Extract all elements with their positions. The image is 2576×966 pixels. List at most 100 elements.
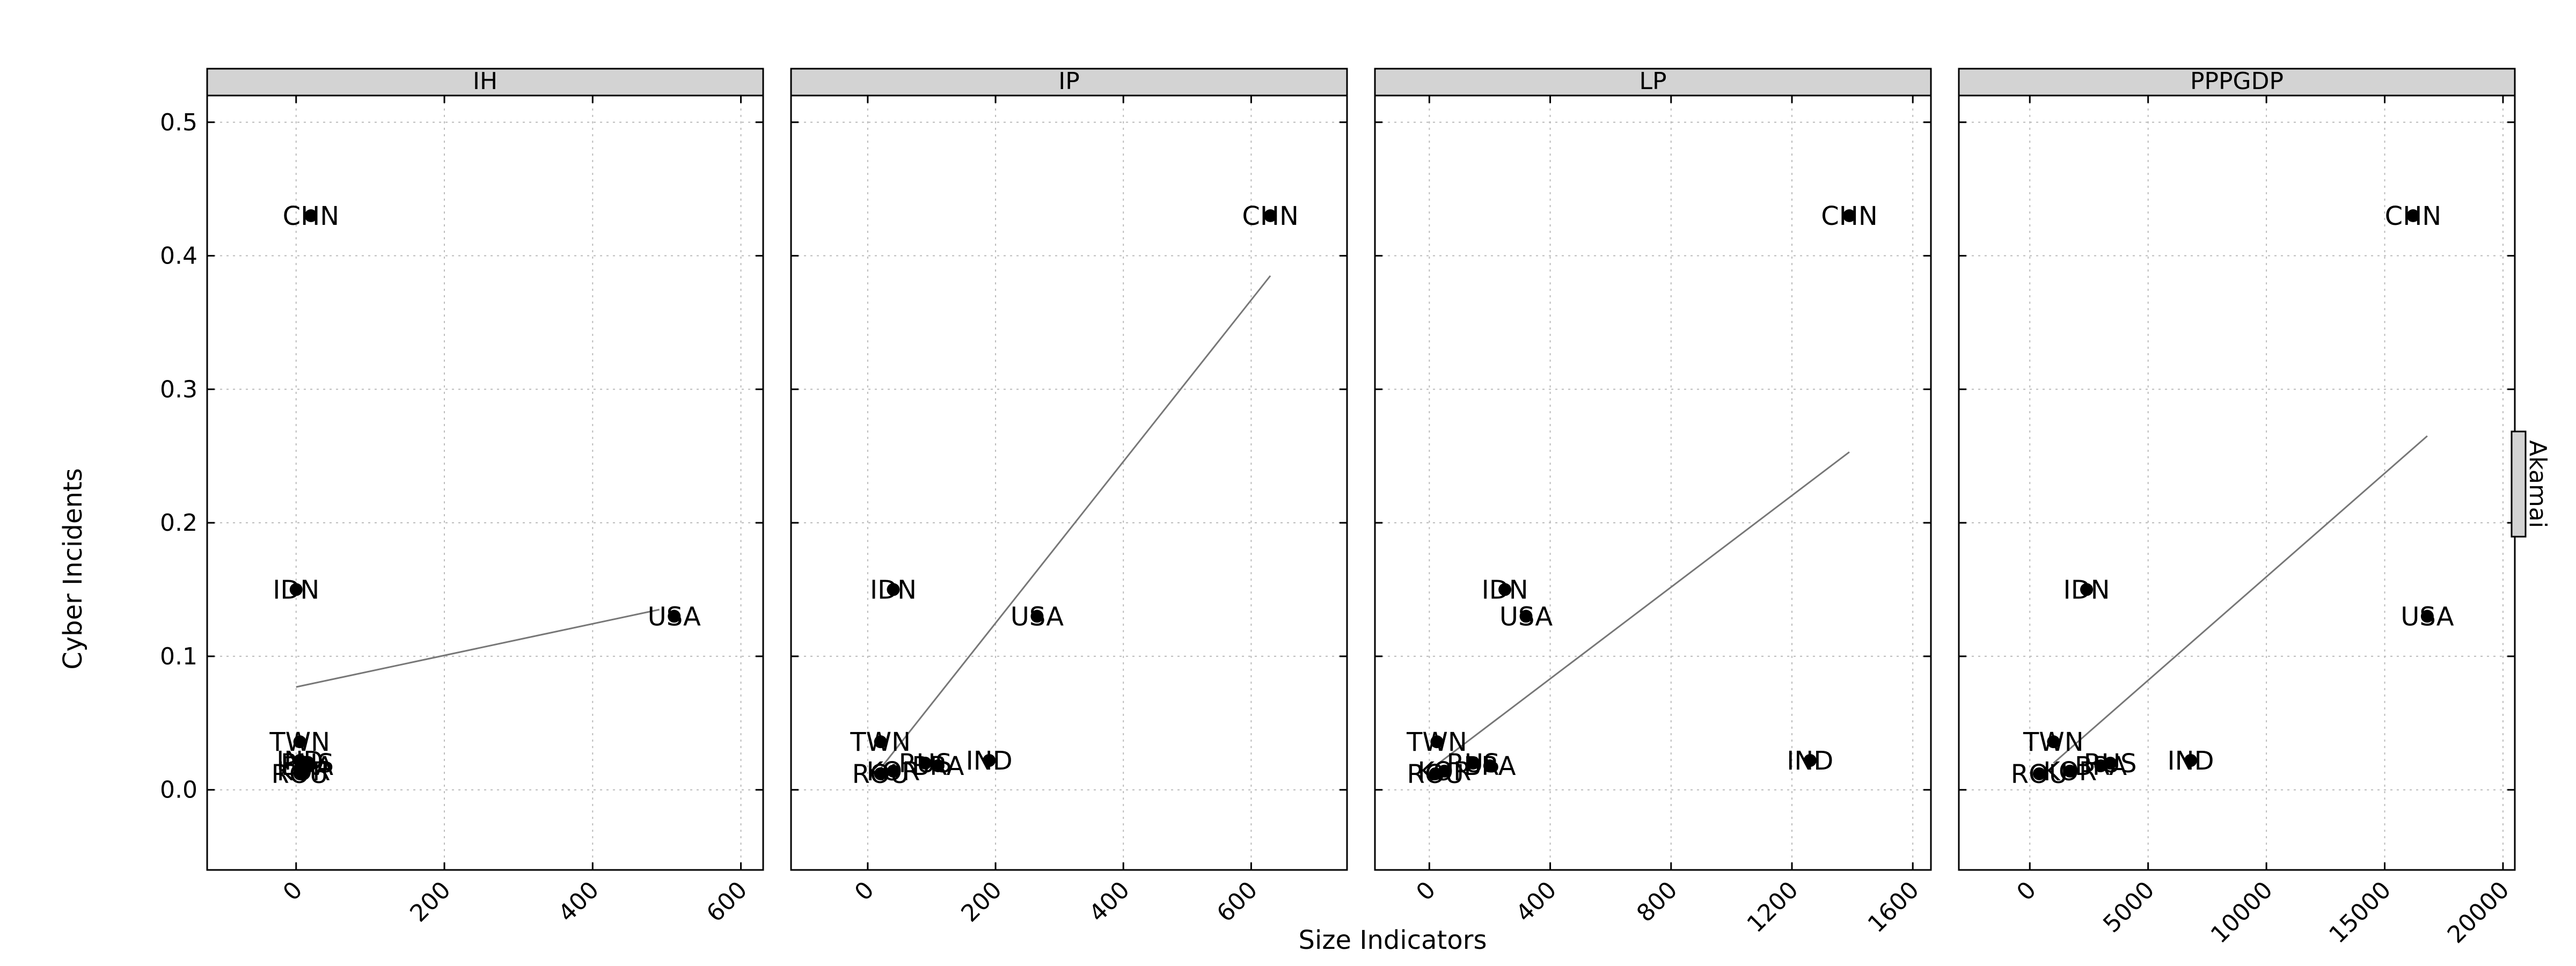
panel-frame [1374,94,1932,871]
data-point-idn [2080,583,2094,596]
data-point-chn [304,209,318,222]
y-tick-label: 0.3 [160,376,197,403]
data-point-bra [931,759,945,772]
x-tick-label: 600 [1212,876,1263,927]
fit-line [1435,451,1850,767]
x-tick-label: 5000 [2098,876,2160,938]
data-point-usa [1030,610,1044,623]
data-point-rou [2032,767,2046,780]
fit-line [2053,435,2428,764]
point-label-chn: CHN [2385,201,2442,231]
panels-group: IH0.00.10.20.30.40.50 200 400 600CHNIDNUSAT… [160,68,2516,949]
data-point-usa [1519,610,1533,623]
x-tick-label: 600 [701,876,752,927]
data-point-kor [887,764,900,778]
data-point-bra [2094,759,2107,772]
point-label-usa: USA [1499,602,1553,632]
point-label-idn: IDN [2063,575,2110,605]
data-point-rou [874,767,887,780]
panel-pppgdp: PPPGDP 0 5000 10000 15000 20000 CHN IDN USA TWN IN… [1958,68,2516,949]
panel-strip [1374,68,1932,97]
point-label-twn: TWN [269,727,330,757]
data-point-twn [2047,735,2060,749]
x-tick-label: 800 [1631,876,1682,927]
data-point-rus [1466,756,1480,770]
x-tick-label: 20000 [2442,876,2515,949]
data-point-bra [1483,759,1496,772]
point-label-bra: BRA [2075,751,2127,781]
point-label-usa: USA [2401,602,2454,632]
point-label-twn: TWN [2023,727,2084,757]
point-label-idn: IDN [870,575,917,605]
x-tick-label: 0 [850,876,880,906]
panel-title: IH [473,68,497,95]
point-label-rou: ROU [2011,759,2068,789]
x-tick-label: 400 [1084,876,1135,927]
point-label-ind: IND [966,746,1013,776]
data-point-idn [1498,583,1512,596]
y-tick-label: 0.1 [160,643,197,670]
panel-strip [790,68,1348,97]
panel-title: LP [1639,68,1666,95]
point-label-bra: BRA [912,751,964,781]
panel-strip [206,68,764,97]
fit-line [296,609,660,688]
data-point-usa [2420,610,2434,623]
data-point-rou [1429,767,1442,780]
point-label-usa: USA [648,602,701,632]
x-tick-label: 1600 [1863,876,1924,938]
x-tick-label: 200 [956,876,1007,927]
data-point-ind [2184,753,2198,767]
x-tick-label: 0 [1411,876,1441,906]
data-point-chn [1842,209,1856,222]
x-tick-label: 0 [2011,876,2041,906]
panel-frame [790,94,1348,871]
point-label-ind: IND [1787,746,1833,776]
fit-line [880,275,1271,769]
point-label-bra: BRA [1463,751,1516,781]
data-point-twn [874,735,887,749]
point-label-kor: KOR [2043,757,2097,787]
row-strip: Akamai [2511,430,2551,538]
data-point-usa [668,610,681,623]
y-tick-label: 0.0 [160,777,197,804]
point-label-rou: ROU [272,759,328,789]
row-strip-box [2511,430,2527,538]
x-tick-label: 1200 [1742,876,1804,938]
x-axis-label: Size Indicators [1299,925,1487,955]
x-tick-label: 10000 [2206,876,2278,949]
point-label-twn: TWN [850,727,911,757]
x-tick-label: 400 [553,876,604,927]
panel-ih: IH 0.0 0.1 0.2 0.3 0.4 0.5 0 200 400 600 CHN IDN USA T… [160,68,764,927]
x-tick-label: 400 [1511,876,1562,927]
point-label-usa: USA [1011,602,1064,632]
point-label-chn: CHN [1821,201,1878,231]
point-label-chn: CHN [283,201,340,231]
y-tick-label: 0.5 [160,109,197,136]
panel-title: PPPGDP [2190,68,2284,95]
x-tick-label: 0 [278,876,308,906]
panel-title: IP [1058,68,1080,95]
data-point-rou [293,767,306,780]
y-axis-label: Cyber Incidents [58,468,88,669]
data-point-rus [919,756,932,770]
point-label-rus: RUS [2084,749,2137,779]
point-label-rou: ROU [1407,759,1463,789]
point-label-chn: CHN [1242,201,1299,231]
point-label-ind: IND [2168,746,2214,776]
data-point-idn [887,583,900,596]
data-point-chn [1264,209,1277,222]
data-point-twn [1430,735,1444,749]
x-tick-label: 15000 [2324,876,2396,949]
x-tick-label: 200 [405,876,456,927]
point-label-rou: ROU [852,759,909,789]
point-label-kor: KOR [1418,757,1472,787]
y-tick-label: 0.2 [160,509,197,537]
data-point-chn [2406,209,2420,222]
panel-frame [206,94,764,871]
data-point-idn [289,583,303,596]
point-label-idn: IDN [273,575,319,605]
point-label-twn: TWN [1406,727,1467,757]
panel-lp: LP0 400 800 1200 1600CHNIDNUSATWNINDRUSBRAKO… [1374,68,1932,938]
